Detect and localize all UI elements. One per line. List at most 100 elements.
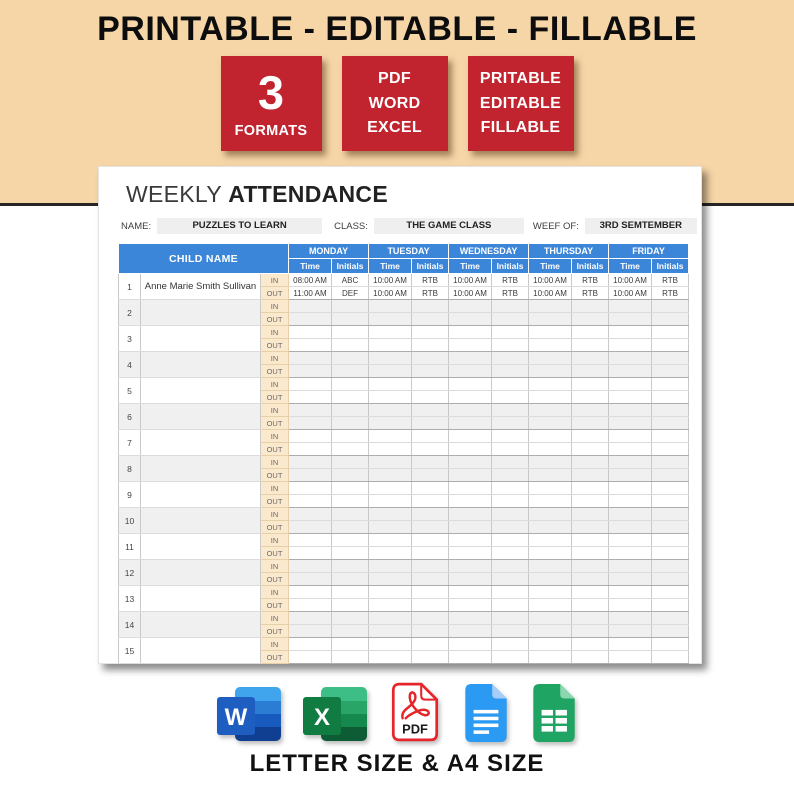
attendance-row-out: OUT [119, 650, 690, 664]
out-cell: OUT [259, 624, 290, 638]
time-cell [448, 507, 493, 521]
initials-cell [651, 585, 690, 599]
initials-cell [651, 390, 690, 404]
time-cell [528, 481, 573, 495]
time-cell [528, 533, 573, 547]
out-cell: OUT [259, 598, 290, 612]
time-cell [448, 351, 493, 365]
time-cell [368, 650, 413, 664]
badge-file-formats: PDF WORD EXCEL [341, 56, 448, 151]
time-cell [448, 377, 493, 391]
time-cell [368, 572, 413, 586]
initials-cell [411, 585, 450, 599]
time-cell [288, 442, 333, 456]
initials-cell [651, 546, 690, 560]
time-cell: 10:00 AM [528, 273, 573, 287]
initials-cell: RTB [571, 273, 610, 287]
time-cell [608, 559, 653, 573]
day-header: FRIDAY [608, 243, 690, 259]
initials-cell [331, 572, 370, 586]
child-name-cell [140, 559, 261, 586]
out-cell: OUT [259, 338, 290, 352]
time-cell [528, 403, 573, 417]
initials-cell [491, 624, 530, 638]
attendance-row-in: 6 IN [118, 403, 690, 430]
day-header: WEDNESDAY [448, 243, 530, 259]
initials-cell [651, 325, 690, 339]
subheader-cell: Time [368, 258, 413, 274]
time-cell [368, 585, 413, 599]
row-number-cell: 4 [118, 351, 141, 378]
child-name-cell [140, 481, 261, 508]
in-cell: IN [259, 481, 290, 495]
initials-cell [491, 390, 530, 404]
child-name-cell [140, 429, 261, 456]
time-cell [528, 637, 573, 651]
time-cell [608, 468, 653, 482]
initials-cell [331, 637, 370, 651]
row-number-cell: 12 [118, 559, 141, 586]
row-number-cell: 10 [118, 507, 141, 534]
out-cell: OUT [259, 442, 290, 456]
initials-cell [331, 416, 370, 430]
child-name-cell [140, 585, 261, 612]
initials-cell [571, 624, 610, 638]
time-cell: 10:00 AM [608, 286, 653, 300]
time-cell [288, 533, 333, 547]
time-cell [528, 520, 573, 534]
time-cell [288, 403, 333, 417]
initials-cell [331, 507, 370, 521]
initials-cell [491, 533, 530, 547]
initials-cell [571, 377, 610, 391]
out-cell: OUT [259, 546, 290, 560]
initials-cell [331, 520, 370, 534]
in-cell: IN [259, 559, 290, 573]
child-name-header: CHILD NAME [117, 243, 290, 274]
time-cell [608, 494, 653, 508]
time-cell: 10:00 AM [448, 273, 493, 287]
child-name-cell [140, 377, 261, 404]
initials-cell [651, 338, 690, 352]
initials-cell [331, 338, 370, 352]
time-cell [288, 416, 333, 430]
initials-cell [491, 325, 530, 339]
initials-cell [411, 494, 450, 508]
subheader-cell: Time [448, 258, 493, 274]
initials-cell [651, 533, 690, 547]
word-letter: W [225, 704, 248, 731]
child-name-cell [140, 325, 261, 352]
time-cell [448, 520, 493, 534]
initials-cell [411, 351, 450, 365]
initials-cell [491, 416, 530, 430]
attendance-row-out: OUT [119, 364, 690, 378]
initials-cell [411, 377, 450, 391]
attendance-row-out: OUT [119, 494, 690, 508]
time-cell [448, 624, 493, 638]
time-cell [608, 364, 653, 378]
initials-cell [411, 468, 450, 482]
time-cell [368, 403, 413, 417]
time-cell [288, 637, 333, 651]
in-cell: IN [259, 299, 290, 313]
subheader-cell: Initials [411, 258, 450, 274]
initials-cell [651, 624, 690, 638]
initials-cell [651, 403, 690, 417]
out-cell: OUT [259, 520, 290, 534]
time-cell [608, 520, 653, 534]
time-cell [288, 429, 333, 443]
time-cell [368, 442, 413, 456]
initials-cell [331, 611, 370, 625]
attendance-row-in: 4 IN [118, 351, 690, 378]
time-cell [528, 468, 573, 482]
time-cell [368, 637, 413, 651]
badge-count-label: FORMATS [234, 122, 308, 139]
time-cell [448, 442, 493, 456]
sheet-title-weekly: WEEKLY [126, 181, 222, 207]
time-cell [448, 546, 493, 560]
time-cell [288, 468, 333, 482]
attendance-row-in: 1 Anne Marie Smith Sullivan IN 08:00 AM ABC 1… [118, 273, 690, 300]
time-cell [448, 481, 493, 495]
initials-cell [411, 312, 450, 326]
excel-icon: X [303, 687, 367, 741]
time-cell [528, 598, 573, 612]
